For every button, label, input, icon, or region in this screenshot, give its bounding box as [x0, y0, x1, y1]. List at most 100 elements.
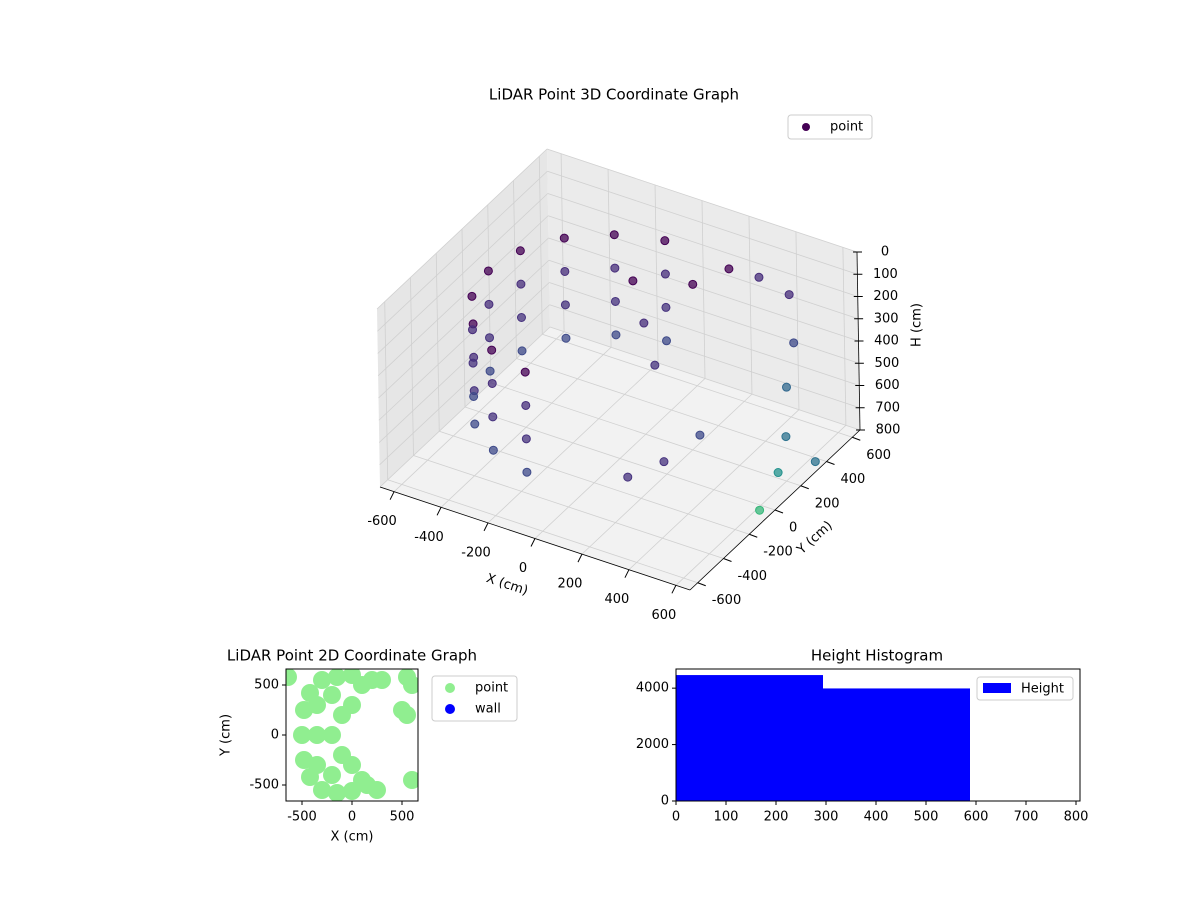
- point: [784, 290, 794, 300]
- legend-marker: [445, 704, 455, 714]
- z-tick-label: 700: [875, 400, 900, 415]
- point: [623, 472, 633, 482]
- point: [517, 346, 527, 356]
- grid-line: [378, 237, 549, 399]
- x-tick-label: -500: [287, 810, 317, 825]
- grid-line: [549, 326, 861, 431]
- x-tick-label: 800: [1064, 810, 1089, 825]
- grid-line: [542, 333, 853, 438]
- point: [609, 230, 619, 240]
- point: [467, 291, 477, 301]
- z-tick-label: 0: [881, 245, 889, 260]
- point: [773, 468, 783, 478]
- point: [308, 756, 326, 774]
- y-tick-label: -600: [712, 593, 742, 608]
- z-tick-label: 100: [873, 267, 898, 282]
- y-tick: [697, 582, 706, 587]
- x-tick: [671, 585, 677, 594]
- y-axis-line: [689, 429, 861, 591]
- z-tick-label: 600: [875, 378, 900, 393]
- point: [789, 338, 799, 348]
- plot-area: [286, 669, 418, 801]
- y-tick-label: 200: [815, 496, 840, 511]
- x-tick: [577, 553, 583, 563]
- grid-line: [377, 193, 549, 354]
- point: [515, 246, 525, 256]
- point: [781, 432, 791, 442]
- point: [611, 330, 621, 340]
- grid-line: [547, 170, 858, 275]
- point: [468, 358, 478, 368]
- y-tick: [749, 533, 758, 538]
- axes-frame: [285, 668, 419, 802]
- point: [639, 318, 649, 328]
- x-tick-label: 600: [964, 810, 989, 825]
- y-tick-label: -500: [249, 778, 279, 793]
- point: [469, 391, 479, 401]
- x-tick-label: 0: [672, 810, 680, 825]
- y-tick-label: 0: [789, 521, 797, 536]
- x-tick-label: 700: [1014, 810, 1039, 825]
- point: [521, 434, 531, 444]
- x-tick: [389, 491, 395, 500]
- x-tick-label: -400: [414, 530, 444, 545]
- y-tick-label: 0: [661, 794, 669, 809]
- legend-marker: [802, 123, 810, 131]
- x-tick: [624, 569, 630, 578]
- point: [560, 300, 570, 310]
- point: [488, 445, 498, 455]
- point: [516, 279, 526, 289]
- x-tick-label: 400: [605, 592, 630, 607]
- x-tick: [530, 538, 536, 547]
- legend-marker: [445, 683, 455, 693]
- bar: [676, 675, 823, 801]
- point: [650, 360, 660, 370]
- grid-line: [379, 304, 550, 466]
- grid-line: [516, 358, 827, 462]
- y-tick-label: -200: [763, 545, 793, 560]
- x-tick-label: 400: [864, 810, 889, 825]
- point: [688, 279, 698, 289]
- x-tick-label: 200: [558, 577, 583, 592]
- legend-label: Height: [1021, 682, 1064, 697]
- x-tick-label: -600: [367, 514, 397, 529]
- point: [328, 669, 346, 686]
- point: [308, 696, 326, 714]
- x-tick-label: 500: [914, 810, 939, 825]
- y-tick-label: 4000: [636, 681, 669, 696]
- grid-line: [548, 259, 860, 364]
- chart-title: LiDAR Point 2D Coordinate Graph: [227, 647, 477, 665]
- point: [695, 430, 705, 440]
- y-tick: [800, 485, 809, 490]
- plot-area: [676, 675, 970, 801]
- point: [560, 266, 570, 276]
- point: [660, 269, 670, 279]
- y-tick-label: 600: [866, 448, 891, 463]
- legend-frame: [431, 675, 518, 722]
- chart-title: Height Histogram: [811, 647, 943, 665]
- grid-line: [377, 215, 549, 377]
- point: [343, 696, 361, 714]
- x-axis-line: [379, 486, 691, 591]
- legend-label: point: [475, 681, 508, 696]
- x-tick-label: 300: [814, 810, 839, 825]
- grid-line: [378, 282, 550, 443]
- x-tick-label: 100: [714, 810, 739, 825]
- point: [516, 312, 526, 322]
- z-tick-label: 800: [876, 423, 901, 438]
- z-axis-label: H (cm): [910, 303, 925, 347]
- y-tick: [852, 436, 861, 441]
- y-axis-label: Y (cm): [219, 714, 234, 757]
- z-tick-label: 400: [874, 334, 899, 349]
- point: [323, 726, 341, 744]
- z-tick-label: 500: [874, 356, 899, 371]
- x-tick-label: 200: [764, 810, 789, 825]
- grid-line: [547, 193, 858, 297]
- point: [373, 671, 391, 689]
- legend-marker: [983, 683, 1011, 693]
- point: [561, 333, 571, 343]
- x-tick: [483, 522, 489, 532]
- point: [520, 367, 530, 377]
- grid-line: [376, 148, 548, 310]
